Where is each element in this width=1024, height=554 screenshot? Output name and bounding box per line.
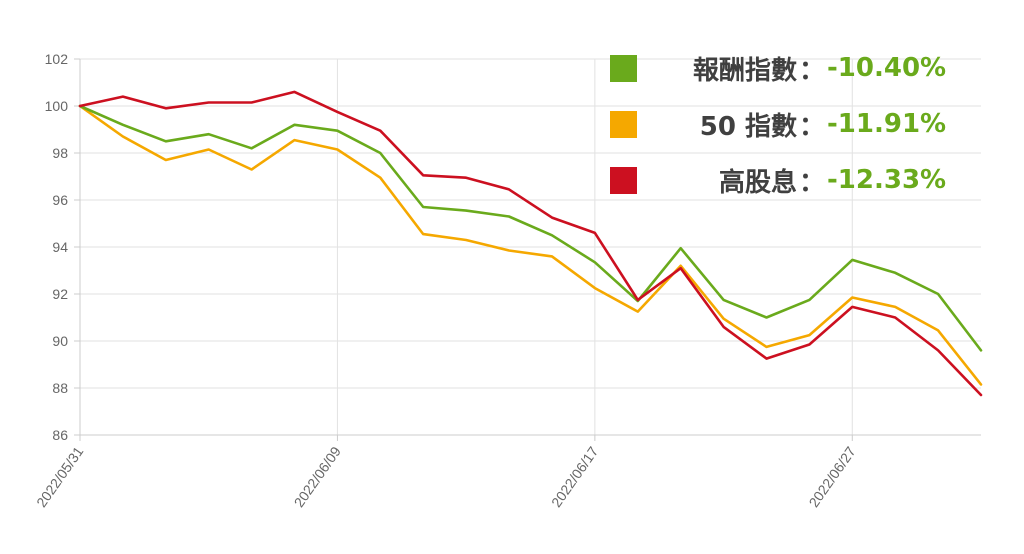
y-tick-label: 98 [52, 145, 68, 161]
series-line-50-index [78, 104, 983, 386]
y-tick-label: 90 [52, 333, 68, 349]
y-axis-ticks: 86 88 90 92 94 96 98 100 102 [45, 51, 80, 443]
series-line-return-index [78, 104, 983, 352]
legend-entry-high-dividend: 高股息 ： -12.33% [610, 152, 1010, 208]
y-tick-label: 96 [52, 192, 68, 208]
legend-entry-50-index: 50 指數 ： -11.91% [610, 96, 1010, 152]
legend-change-value: -11.91% [827, 109, 947, 139]
legend-swatch [610, 54, 637, 82]
legend-change-value: -10.40% [827, 53, 947, 83]
series-line-high-dividend [78, 90, 983, 397]
series-lines [78, 90, 983, 397]
y-tick-label: 94 [52, 239, 68, 255]
legend-series-name: 50 指數 [699, 111, 797, 142]
legend-colon: ： [799, 167, 826, 198]
x-tick-label: 2022/06/17 [548, 443, 601, 510]
y-tick-label: 100 [45, 98, 69, 114]
y-tick-label: 86 [52, 427, 68, 443]
x-tick-label: 2022/06/09 [291, 443, 344, 510]
legend-series-name: 報酬指數 [692, 55, 797, 86]
x-tick-label: 2022/05/31 [33, 443, 86, 510]
y-tick-label: 102 [45, 51, 69, 67]
legend-change-value: -12.33% [827, 165, 947, 195]
legend-colon: ： [799, 111, 826, 142]
legend: 報酬指數 ： -10.40% 50 指數 ： -11.91% 高股息 ： -12… [610, 40, 1010, 208]
legend-swatch [610, 166, 637, 194]
grid-lines [80, 58, 981, 435]
legend-colon: ： [799, 55, 826, 86]
x-tick-label: 2022/06/27 [805, 443, 858, 510]
y-tick-label: 92 [52, 286, 68, 302]
x-axis-ticks: 2022/05/31 2022/06/09 2022/06/17 2022/06/27 [33, 435, 859, 510]
legend-series-name: 高股息 [718, 167, 797, 198]
legend-entry-return-index: 報酬指數 ： -10.40% [610, 40, 1010, 96]
legend-swatch [610, 110, 637, 138]
y-tick-label: 88 [52, 380, 68, 396]
